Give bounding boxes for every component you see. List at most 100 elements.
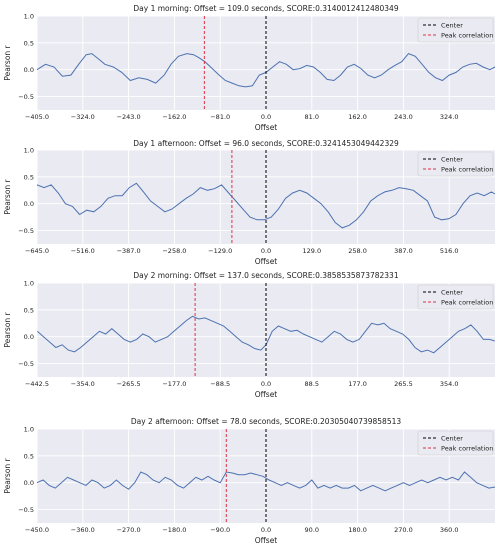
legend-center-label: Center — [441, 435, 463, 443]
y-tick-label: −0.5 — [18, 360, 34, 368]
chart-panel-day1-morning: Day 1 morning: Offset = 109.0 seconds, S… — [3, 4, 496, 132]
reference-lines — [194, 283, 267, 377]
x-tick-label: 177.0 — [348, 380, 367, 388]
chart-title: Day 2 afternoon: Offset = 78.0 seconds, … — [131, 417, 402, 426]
legend-box — [417, 284, 494, 310]
x-tick-label: 90.0 — [305, 526, 319, 534]
y-tick-label: 0.0 — [24, 333, 34, 341]
x-axis-label: Offset — [255, 257, 278, 266]
legend-center-label: Center — [441, 22, 463, 30]
legend: Center Peak correlation — [417, 430, 494, 456]
x-tick-label: −258.0 — [162, 247, 186, 255]
reference-lines — [225, 429, 267, 523]
legend-box — [417, 17, 494, 43]
x-tick-label: −324.0 — [71, 113, 95, 121]
chart-panel-day1-afternoon: Day 1 afternoon: Offset = 96.0 seconds, … — [3, 139, 496, 266]
y-tick-label: 0.0 — [24, 66, 34, 74]
x-tick-label: 81.0 — [305, 113, 319, 121]
x-tick-label: 180.0 — [348, 526, 367, 534]
x-tick-label: 0.0 — [261, 247, 271, 255]
x-tick-label: 129.0 — [302, 247, 321, 255]
y-tick-label: −0.5 — [18, 506, 34, 514]
x-tick-label: 265.5 — [394, 380, 413, 388]
y-axis-label: Pearson r — [3, 178, 12, 214]
chart-title: Day 2 morning: Offset = 137.0 seconds, S… — [133, 271, 398, 280]
x-tick-label: −405.0 — [25, 113, 49, 121]
y-tick-label: 1.0 — [24, 280, 34, 288]
legend: Center Peak correlation — [417, 284, 494, 310]
x-tick-label: 258.0 — [348, 247, 367, 255]
x-tick-label: −450.0 — [25, 526, 49, 534]
x-tick-labels: −405.0 −324.0 −243.0 −162.0 −81.0 0.0 81.0 162.… — [25, 113, 459, 121]
y-tick-label: 0.5 — [24, 39, 34, 47]
y-tick-label: 1.0 — [24, 147, 34, 155]
chart-title: Day 1 afternoon: Offset = 96.0 seconds, … — [133, 139, 399, 148]
x-tick-label: −180.0 — [162, 526, 186, 534]
legend: Center Peak correlation — [417, 17, 494, 43]
y-tick-labels: 1.0 0.5 0.0 −0.5 — [18, 426, 34, 515]
x-tick-label: 88.5 — [305, 380, 319, 388]
x-tick-label: 516.0 — [440, 247, 459, 255]
y-tick-label: 0.0 — [24, 479, 34, 487]
x-axis-label: Offset — [255, 536, 278, 545]
correlation-series-line — [36, 182, 496, 229]
x-axis-label: Offset — [255, 123, 278, 132]
legend-box — [417, 151, 494, 177]
chart-panel-day2-morning: Day 2 morning: Offset = 137.0 seconds, S… — [3, 271, 495, 399]
legend-peak-label: Peak correlation — [441, 166, 493, 174]
x-tick-label: −516.0 — [71, 247, 95, 255]
x-tick-label: −243.0 — [117, 113, 141, 121]
y-tick-label: 1.0 — [24, 426, 34, 434]
y-tick-label: 0.5 — [24, 306, 34, 314]
x-tick-label: 270.0 — [394, 526, 413, 534]
x-tick-label: 387.0 — [394, 247, 413, 255]
series-group — [36, 471, 496, 492]
x-tick-label: −90.0 — [210, 526, 230, 534]
legend-peak-label: Peak correlation — [441, 299, 493, 307]
x-tick-label: −81.0 — [210, 113, 230, 121]
x-tick-labels: −442.5 −354.0 −265.5 −177.0 −88.5 0.0 88.5 177.… — [25, 380, 459, 388]
y-tick-label: −0.5 — [18, 93, 34, 101]
series-group — [36, 182, 496, 229]
y-axis-label: Pearson r — [3, 457, 12, 493]
x-tick-label: −88.5 — [210, 380, 230, 388]
x-tick-label: −442.5 — [25, 380, 49, 388]
x-tick-label: −177.0 — [162, 380, 186, 388]
x-axis-label: Offset — [255, 390, 278, 399]
x-tick-label: −387.0 — [117, 247, 141, 255]
correlation-series-line — [36, 471, 496, 492]
chart-title: Day 1 morning: Offset = 109.0 seconds, S… — [133, 4, 398, 13]
x-tick-label: 0.0 — [261, 380, 271, 388]
legend-box — [417, 430, 494, 456]
reference-lines — [231, 150, 267, 244]
y-tick-label: 0.5 — [24, 173, 34, 181]
x-tick-labels: −450.0 −360.0 −270.0 −180.0 −90.0 0.0 90.0 180.… — [25, 526, 459, 534]
legend-peak-label: Peak correlation — [441, 445, 493, 453]
y-tick-labels: 1.0 0.5 0.0 −0.5 — [18, 147, 34, 236]
x-tick-label: −265.5 — [117, 380, 141, 388]
x-tick-label: −354.0 — [71, 380, 95, 388]
x-tick-label: 162.0 — [348, 113, 367, 121]
y-axis-label: Pearson r — [3, 311, 12, 347]
x-tick-labels: −645.0 −516.0 −387.0 −258.0 −129.0 0.0 129.0 25… — [25, 247, 459, 255]
x-tick-label: −129.0 — [208, 247, 232, 255]
legend-center-label: Center — [441, 289, 463, 297]
y-tick-label: 0.0 — [24, 200, 34, 208]
y-tick-label: 1.0 — [24, 13, 34, 21]
reference-lines — [203, 16, 267, 110]
chart-panel-day2-afternoon: Day 2 afternoon: Offset = 78.0 seconds, … — [3, 417, 496, 545]
series-group — [36, 53, 496, 88]
x-tick-label: 354.0 — [440, 380, 459, 388]
x-tick-label: −645.0 — [25, 247, 49, 255]
x-tick-label: −270.0 — [117, 526, 141, 534]
legend-center-label: Center — [441, 156, 463, 164]
y-tick-label: −0.5 — [18, 227, 34, 235]
y-tick-labels: 1.0 0.5 0.0 −0.5 — [18, 280, 34, 369]
y-tick-label: 0.5 — [24, 452, 34, 460]
x-tick-label: 0.0 — [261, 526, 271, 534]
x-tick-label: −360.0 — [71, 526, 95, 534]
x-tick-label: 0.0 — [261, 113, 271, 121]
x-tick-label: −162.0 — [162, 113, 186, 121]
correlation-series-line — [36, 53, 496, 88]
